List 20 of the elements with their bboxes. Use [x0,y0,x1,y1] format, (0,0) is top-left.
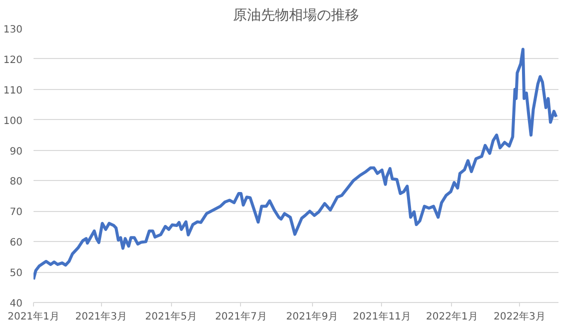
y-tick-label: 130 [3,24,23,36]
y-tick-label: 60 [10,238,23,249]
line-series [34,48,558,281]
y-tick-label: 120 [3,54,23,66]
y-tick-label: 70 [10,207,23,218]
x-tick-label: 2021年3月 [75,310,128,322]
x-tick-label: 2021年1月 [8,310,60,322]
x-tick-label: 2021年11月 [352,310,412,322]
y-tick-label: 40 [10,298,23,310]
y-tick-label: 50 [10,268,23,280]
x-tick-label: 2021年9月 [286,310,338,322]
x-tick-label: 2022年1月 [426,310,478,322]
chart-title: 原油先物相場の推移 [233,8,359,24]
x-tick-label: 2021年5月 [145,310,197,322]
y-tick-label: 110 [3,85,23,96]
y-tick-label: 80 [10,176,23,188]
y-tick-label: 100 [3,116,23,127]
x-tick-label: 2022年3月 [494,310,546,322]
y-tick-label: 90 [10,146,23,158]
x-tick-label: 2021年7月 [215,310,267,322]
